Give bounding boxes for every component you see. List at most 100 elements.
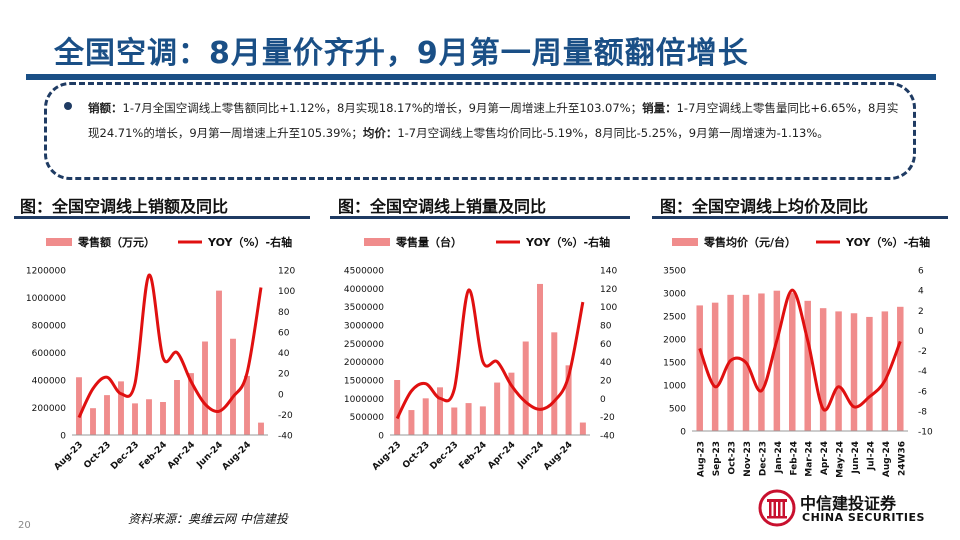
summary-price-text: 1-7月空调线上零售均价同比-5.19%，8月同比-5.25%，9月第一周增速为… — [397, 126, 829, 140]
summary-price-label: 均价： — [362, 126, 398, 140]
y-right-tick-label: -2 — [918, 347, 927, 357]
chart-bar — [508, 372, 515, 435]
chart-legend: 零售量（台） YOY（%）-右轴 — [364, 235, 610, 249]
chart-bar — [727, 294, 734, 431]
y-right-tick-label: 0 — [600, 395, 606, 405]
chart-title-price: 图：全国空调线上均价及同比 — [660, 197, 869, 216]
chart-bar — [537, 283, 543, 435]
logo-english-name: CHINA SECURITIES — [802, 511, 925, 524]
y-left-tick-label: 200000 — [32, 404, 67, 414]
chart-bar — [216, 290, 222, 435]
legend-bar-swatch — [46, 238, 72, 246]
chart-sales-svg: 零售额（万元） YOY（%）-右轴 0 200000 400000 600000 80000… — [26, 235, 296, 473]
chart-bar — [132, 403, 138, 435]
y-right-tick-label: 20 — [600, 377, 612, 387]
y-left-tick-label: 3000 — [663, 290, 686, 300]
x-tick-label: Aug-24 — [542, 440, 575, 473]
x-tick-label: Apr-24 — [820, 441, 830, 475]
y-right-tick-label: -20 — [278, 411, 293, 421]
chart-bar — [451, 407, 458, 435]
chart-rule-sales — [14, 216, 310, 219]
logo-chinese-name: 中信建投证券 — [800, 494, 897, 513]
chart-bar — [146, 399, 152, 435]
y-left-tick-label: 3000000 — [344, 322, 384, 332]
y-left-tick-label: 4500000 — [344, 267, 384, 277]
y-right-tick-label: -40 — [600, 432, 615, 442]
x-tick-label: Feb-24 — [457, 440, 489, 472]
chart-bar — [479, 406, 486, 435]
x-tick-label: Aug-23 — [53, 440, 86, 473]
x-tick-label: May-24 — [836, 441, 846, 478]
chart-bar — [244, 375, 250, 435]
chart-bar — [465, 403, 472, 435]
chart-bar — [711, 302, 719, 431]
page-number: 20 — [18, 520, 31, 531]
y-right-tick-label: 40 — [278, 349, 290, 359]
y-right-tick-label: 60 — [278, 328, 290, 338]
chart-bar — [104, 395, 110, 435]
chart-bar — [850, 313, 858, 431]
x-tick-label: Feb-24 — [789, 441, 799, 476]
x-tick-label: Oct-23 — [82, 440, 113, 471]
legend-bar-label: 零售额（万元） — [77, 235, 155, 249]
bullet-dot — [64, 102, 72, 110]
chart-bar — [789, 292, 796, 431]
x-tick-label: Aug-23 — [371, 440, 404, 473]
chart-title-volume: 图：全国空调线上销量及同比 — [338, 197, 547, 216]
y-left-tick-label: 4000000 — [344, 285, 384, 295]
x-tick-label: Sep-23 — [712, 441, 722, 476]
y-right-tick-label: -8 — [918, 407, 927, 417]
y-left-tick-label: 1000000 — [26, 294, 66, 304]
x-tick-label: Dec-23 — [758, 441, 768, 476]
chart-bar — [160, 402, 166, 435]
y-left-tick-label: 600000 — [32, 349, 67, 359]
y-right-tick-label: 100 — [278, 287, 295, 297]
chart-bar — [174, 380, 180, 435]
x-tick-label: Jun-24 — [851, 441, 861, 474]
chart-bar — [804, 300, 811, 431]
source-note: 资料来源：奥维云网 中信建投 — [128, 512, 288, 526]
x-tick-label: Apr-24 — [166, 440, 197, 471]
chart-price: 零售均价（元/台） YOY（%）-右轴 0 500 1000 1500 2000 2500 30… — [648, 228, 948, 500]
chart-bar — [118, 381, 124, 435]
y-right-tick-label: 140 — [600, 267, 617, 277]
yoy-line — [395, 288, 585, 420]
legend-bar-label: 零售均价（元/台） — [703, 235, 796, 249]
x-tick-label: Aug-24 — [221, 440, 254, 473]
y-right-tick-label: 2 — [918, 307, 924, 317]
chart-rule-volume — [330, 216, 630, 219]
y-right-tick-label: 100 — [600, 303, 617, 313]
title-underline — [26, 74, 936, 80]
chart-bar — [437, 387, 443, 435]
x-tick-label: Oct-23 — [401, 440, 432, 471]
chart-bar — [819, 308, 827, 431]
y-left-tick-label: 1200000 — [26, 267, 66, 277]
x-tick-label: Jan-24 — [774, 441, 784, 474]
summary-volume-text: 1-7月空调线上零售量同比+6.65%，8月实现24.71%的增长，9月第一周增… — [88, 101, 899, 140]
summary-volume-label: 销量： — [642, 101, 677, 115]
summary-sales-text: 1-7月全国空调线上零售额同比+1.12%，8月实现18.17%的增长，9月第一… — [122, 101, 643, 115]
y-right-tick-label: 4 — [918, 287, 924, 297]
chart-sales: 零售额（万元） YOY（%）-右轴 0 200000 400000 600000 80000… — [10, 228, 310, 500]
y-right-tick-label: 0 — [918, 327, 924, 337]
chart-bar — [565, 365, 572, 435]
chart-bar — [258, 422, 264, 435]
x-tick-label: 24W36 — [897, 441, 907, 476]
legend-line-label: YOY（%）-右轴 — [845, 235, 930, 249]
chart-volume-svg: 零售量（台） YOY（%）-右轴 0 500000 1000000 1500000 2000… — [344, 235, 618, 473]
chart-bar — [494, 382, 501, 435]
x-tick-label: Jul-24 — [866, 441, 876, 471]
chart-bar — [76, 377, 82, 435]
y-left-tick-label: 800000 — [32, 322, 67, 332]
y-left-tick-label: 400000 — [32, 377, 67, 387]
chart-bar — [522, 341, 529, 435]
chart-volume: 零售量（台） YOY（%）-右轴 0 500000 1000000 1500000 2000… — [328, 228, 628, 500]
y-left-tick-label: 2000000 — [344, 358, 384, 368]
y-right-tick-label: 0 — [278, 390, 284, 400]
chart-legend: 零售额（万元） YOY（%）-右轴 — [46, 235, 292, 249]
legend-bar-swatch — [672, 238, 698, 246]
chart-bar — [90, 408, 96, 435]
chart-bar — [230, 338, 236, 435]
y-left-tick-label: 500 — [669, 405, 686, 415]
yoy-line — [77, 273, 263, 419]
